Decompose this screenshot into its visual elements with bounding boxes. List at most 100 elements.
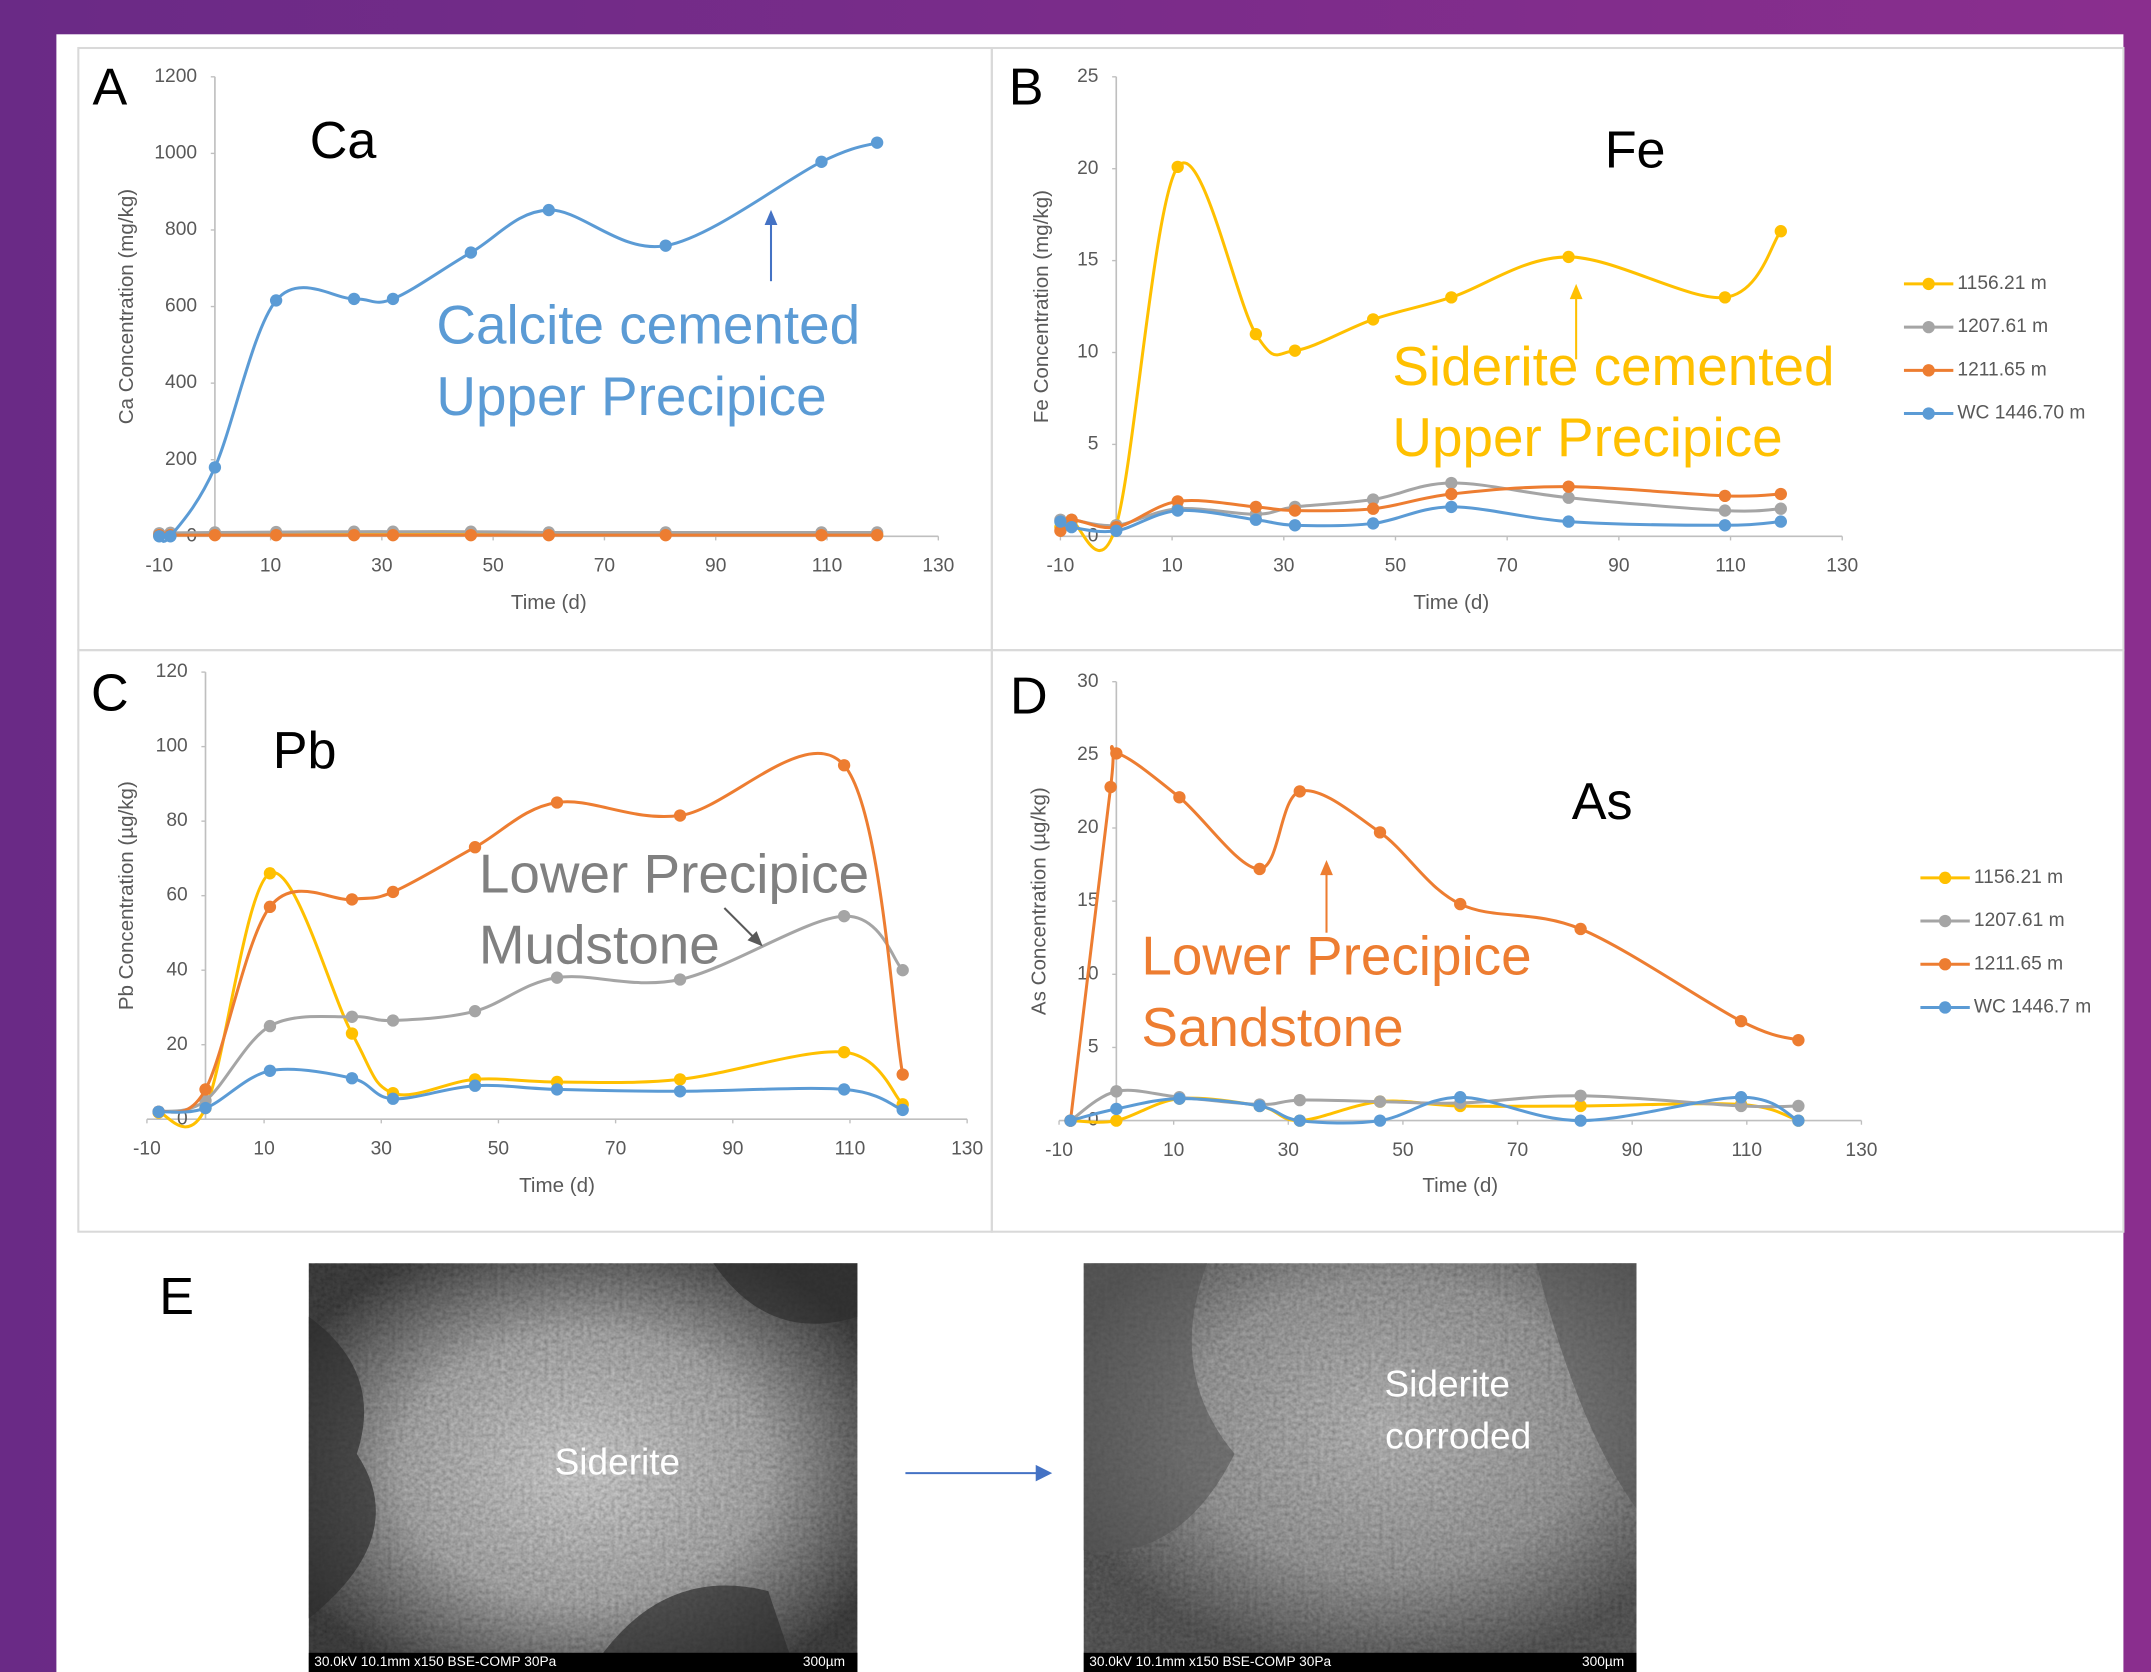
data-point [1574,1090,1586,1102]
panel-label: D [1010,667,1048,725]
data-point [199,1083,211,1095]
x-tick-label: 30 [371,556,392,577]
y-tick-label: 5 [1088,1037,1099,1058]
data-point [674,809,686,821]
data-point [1172,161,1184,173]
x-tick-label: 10 [1161,556,1182,577]
x-axis-title: Time (d) [1422,1174,1498,1197]
y-tick-label: 20 [1077,158,1098,179]
y-tick-label: 20 [1077,817,1098,838]
data-point [1454,898,1466,910]
data-point [199,1102,211,1114]
x-tick-label: -10 [145,556,173,577]
legend-marker [1939,958,1951,970]
data-point [209,529,221,541]
legend-marker [1939,915,1951,927]
x-tick-label: 90 [1608,556,1629,577]
y-tick-label: 400 [165,372,197,393]
x-tick-label: 90 [705,556,726,577]
y-axis-title: As Concentration (µg/kg) [1027,787,1050,1015]
data-point [1110,1103,1122,1115]
data-point [1172,504,1184,516]
data-point [387,1093,399,1105]
data-point [1374,1095,1386,1107]
data-point [1374,826,1386,838]
data-point [164,530,176,542]
data-point [1445,501,1457,513]
y-tick-label: 10 [1077,342,1098,363]
x-tick-label: 70 [1507,1140,1528,1161]
data-point [1294,785,1306,797]
data-point [871,136,883,148]
y-tick-label: 25 [1077,744,1098,765]
x-tick-label: 50 [482,556,503,577]
data-point [551,796,563,808]
image-label: corroded [1385,1415,1531,1457]
data-point [346,1011,358,1023]
legend-marker [1922,278,1934,290]
legend-marker [1939,1001,1951,1013]
x-tick-label: 110 [1715,556,1746,577]
data-point [1253,863,1265,875]
x-tick-label: 70 [1496,556,1517,577]
data-point [838,1046,850,1058]
data-point [1574,923,1586,935]
x-tick-label: 10 [260,556,281,577]
x-tick-label: -10 [1047,556,1075,577]
series-line [159,532,877,534]
data-point [1104,781,1116,793]
x-tick-label: 70 [594,556,615,577]
data-point [270,294,282,306]
data-point [1367,517,1379,529]
data-point [1294,1114,1306,1126]
chart-title: As [1572,773,1633,831]
x-tick-label: 90 [1622,1140,1643,1161]
panel-label: E [159,1268,194,1326]
figure: ACa-101030507090110130020040060080010001… [0,0,2151,1672]
y-tick-label: 5 [1088,433,1099,454]
x-tick-label: 110 [1732,1140,1763,1161]
data-point [1054,515,1066,527]
y-tick-label: 100 [156,736,188,757]
data-point [1250,328,1262,340]
data-point [469,1080,481,1092]
data-point [209,461,221,473]
image-label: Siderite [1384,1362,1510,1404]
data-point [1775,503,1787,515]
data-point [348,293,360,305]
data-point [543,204,555,216]
data-point [1574,1114,1586,1126]
legend-label: 1156.21 m [1957,273,2046,294]
x-tick-label: 130 [922,556,954,577]
y-axis-title: Pb Concentration (µg/kg) [115,781,138,1010]
data-point [815,156,827,168]
data-point [1562,515,1574,527]
data-point [346,1027,358,1039]
data-point [1289,344,1301,356]
data-point [674,1073,686,1085]
panel-label: C [91,665,129,723]
x-axis-title: Time (d) [511,591,587,614]
x-tick-label: 10 [253,1138,274,1159]
data-point [838,759,850,771]
x-tick-label: 30 [1278,1140,1299,1161]
legend-label: 1156.21 m [1974,867,2063,888]
data-point [153,530,165,542]
data-point [346,1072,358,1084]
data-point [815,529,827,541]
data-point [897,1068,909,1080]
y-axis-title: Ca Concentration (mg/kg) [115,189,138,424]
data-point [264,1065,276,1077]
x-tick-label: 50 [488,1138,509,1159]
y-tick-label: 25 [1077,66,1098,87]
y-tick-label: 60 [166,885,187,906]
y-tick-label: 800 [165,219,197,240]
x-tick-label: 110 [812,556,843,577]
x-tick-label: 90 [722,1138,743,1159]
data-point [1065,521,1077,533]
data-point [1792,1034,1804,1046]
data-point [551,1083,563,1095]
data-point [1562,481,1574,493]
data-point [1374,1114,1386,1126]
legend-label: WC 1446.7 m [1974,997,2091,1018]
